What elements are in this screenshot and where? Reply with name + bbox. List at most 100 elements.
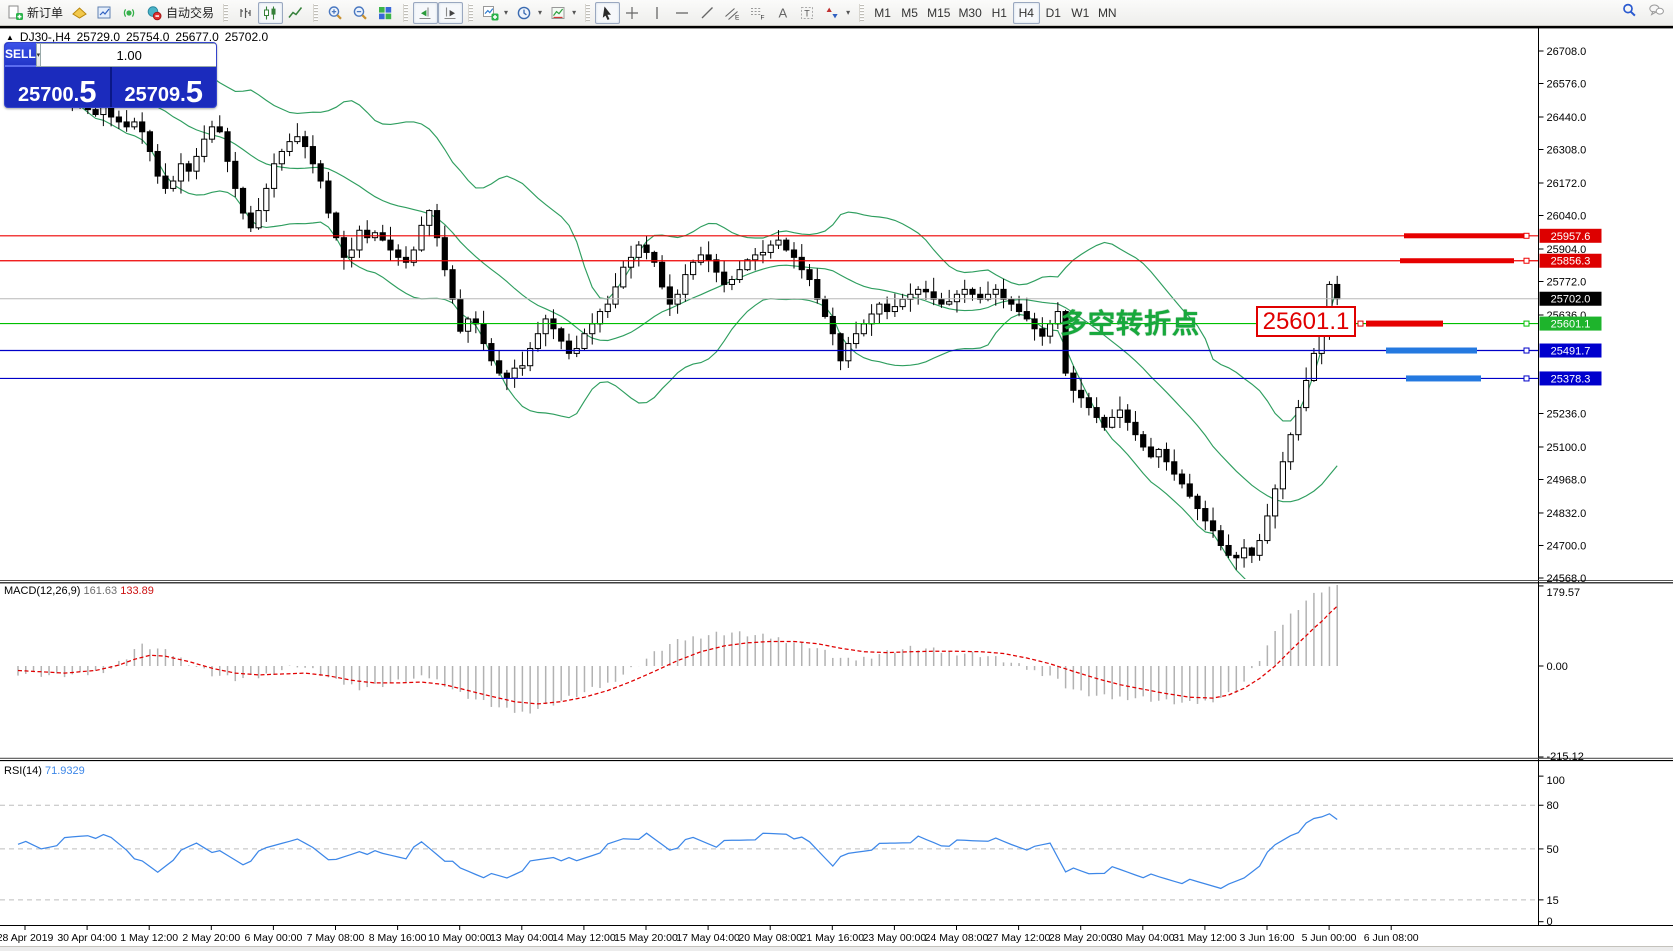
- price-label: 25491.7: [1551, 346, 1591, 358]
- rsi-axis-label: 15: [1547, 895, 1559, 907]
- price-label-box: [1539, 343, 1602, 358]
- autotrading-button[interactable]: 自动交易: [142, 2, 218, 24]
- volume-input[interactable]: [41, 43, 216, 67]
- time-tick-label: 28 Apr 2019: [0, 932, 53, 944]
- price-tick: 26708.0: [1547, 46, 1587, 58]
- time-axis[interactable]: 28 Apr 2019 30 Apr 04:00 1 May 12:00 2 May …: [0, 925, 1419, 945]
- bar-chart-button[interactable]: [233, 2, 258, 24]
- ohlc-high: 25754.0: [126, 30, 170, 44]
- toolbar-group-separator: [585, 3, 591, 22]
- metaeditor-button[interactable]: [67, 2, 92, 24]
- time-tick-label: 3 Jun 16:00: [1240, 932, 1295, 944]
- time-tick-label: 6 Jun 08:00: [1364, 932, 1419, 944]
- tf-mn[interactable]: MN: [1094, 2, 1121, 24]
- periods-button[interactable]: ▾: [512, 2, 546, 24]
- horizontal-line-button[interactable]: [670, 2, 695, 24]
- thick-segment-25378.3[interactable]: [1406, 375, 1481, 382]
- tf-h1[interactable]: H1: [986, 2, 1013, 24]
- crosshair-button[interactable]: [620, 2, 645, 24]
- tf-h4[interactable]: H4: [1012, 1, 1040, 24]
- time-tick-label: 31 May 12:00: [1173, 932, 1237, 944]
- tile-windows-button[interactable]: [373, 2, 398, 24]
- zoom-out-button[interactable]: [348, 2, 373, 24]
- tf-m5[interactable]: M5: [896, 2, 923, 24]
- line-chart-button[interactable]: [283, 2, 308, 24]
- chevron-down-icon[interactable]: ▾: [538, 8, 543, 17]
- price-label: 25702.0: [1551, 294, 1591, 306]
- time-tick-label: 10 May 00:00: [428, 932, 492, 944]
- macd-main-value: 161.63: [83, 585, 118, 597]
- fibonacci-button[interactable]: F: [745, 2, 770, 24]
- tf-m1[interactable]: M1: [869, 2, 896, 24]
- price-label-box: [1539, 291, 1602, 306]
- rsi-axis-label: 0: [1547, 916, 1553, 928]
- macd-name: MACD(12,26,9): [4, 585, 81, 597]
- thick-segment-25957.6[interactable]: [1404, 233, 1524, 239]
- price-label-box: [1539, 253, 1602, 268]
- time-tick-label: 17 May 04:00: [676, 932, 740, 944]
- market-watch-button[interactable]: [92, 2, 117, 24]
- cursor-button[interactable]: [595, 1, 621, 24]
- auto-scroll-button[interactable]: [413, 1, 439, 24]
- price-tick: 25772.0: [1547, 276, 1587, 288]
- thick-segment-25856.3[interactable]: [1400, 258, 1514, 264]
- tf-w1[interactable]: W1: [1067, 2, 1094, 24]
- search-icon[interactable]: [1621, 2, 1638, 23]
- tf-m15[interactable]: M15: [923, 2, 954, 24]
- time-tick-label: 21 May 16:00: [800, 932, 864, 944]
- vline-icon: [649, 5, 666, 21]
- community-icon[interactable]: [1648, 2, 1665, 23]
- toolbar-group-separator: [313, 3, 319, 22]
- tf-m30[interactable]: M30: [954, 2, 985, 24]
- arrows-icon: [824, 5, 841, 21]
- text-button[interactable]: A: [770, 2, 795, 24]
- trendline-button[interactable]: [695, 2, 720, 24]
- price-label-box: [1539, 371, 1602, 386]
- chevron-down-icon[interactable]: ▾: [572, 8, 577, 17]
- line-handle: [1523, 320, 1530, 327]
- template-icon: [550, 5, 567, 21]
- chevron-down-icon[interactable]: ▾: [504, 8, 509, 17]
- channel-button[interactable]: E: [720, 2, 745, 24]
- thick-segment-25491.7[interactable]: [1386, 347, 1477, 354]
- templates-button[interactable]: ▾: [546, 2, 580, 24]
- annotation-text[interactable]: 多空转折点: [1060, 309, 1200, 339]
- arrows-button[interactable]: ▾: [820, 2, 854, 24]
- chart-shift-button[interactable]: [438, 1, 464, 24]
- price-divider: [109, 67, 112, 107]
- time-tick-label: 5 Jun 00:00: [1302, 932, 1357, 944]
- thick-segment-25601.1[interactable]: [1366, 320, 1443, 327]
- price-tick: 25904.0: [1547, 244, 1587, 256]
- sell-price-main: 25700: [18, 84, 74, 106]
- sell-button[interactable]: SELL: [5, 43, 36, 67]
- channel-icon: E: [724, 5, 741, 21]
- price-axis[interactable]: 26708.0 26576.0 26440.0 26308.0 26172.0 26040…: [1538, 46, 1602, 585]
- toolbar-group-tools: E F A T ▾: [592, 0, 857, 26]
- horizontal-line-objects[interactable]: [0, 232, 1538, 382]
- candlestick-button[interactable]: [258, 1, 284, 24]
- collapse-marker-icon[interactable]: ▲: [6, 32, 14, 42]
- buy-price[interactable]: 25709. 5: [112, 67, 217, 107]
- chart-window-icon: [96, 5, 113, 21]
- time-tick-label: 6 May 00:00: [245, 932, 303, 944]
- tf-d1[interactable]: D1: [1040, 2, 1067, 24]
- chart-window[interactable]: 26708.0 26576.0 26440.0 26308.0 26172.0 26040…: [0, 26, 1673, 951]
- indicators-button[interactable]: ▾: [478, 2, 512, 24]
- signals-button[interactable]: [117, 2, 142, 24]
- annotation-price-box[interactable]: 25601.1: [1256, 306, 1356, 337]
- vertical-line-button[interactable]: [645, 2, 670, 24]
- toolbar-group-timeframes: M1 M5 M15 M30 H1 H4 D1 W1 MN: [866, 0, 1124, 26]
- time-tick-label: 15 May 20:00: [614, 932, 678, 944]
- macd-signal-line: [17, 605, 1338, 705]
- sell-price[interactable]: 25700. 5: [5, 67, 110, 107]
- volume-decrease-button[interactable]: ▾: [35, 43, 42, 67]
- zoom-in-button[interactable]: [323, 2, 348, 24]
- price-label-box: [1539, 316, 1602, 331]
- chevron-down-icon[interactable]: ▾: [846, 8, 851, 17]
- new-order-button[interactable]: 新订单: [3, 2, 67, 24]
- sell-price-dot: .: [73, 84, 80, 106]
- time-tick-label: 30 Apr 04:00: [57, 932, 117, 944]
- text-icon: A: [774, 5, 791, 21]
- label-button[interactable]: T: [795, 2, 820, 24]
